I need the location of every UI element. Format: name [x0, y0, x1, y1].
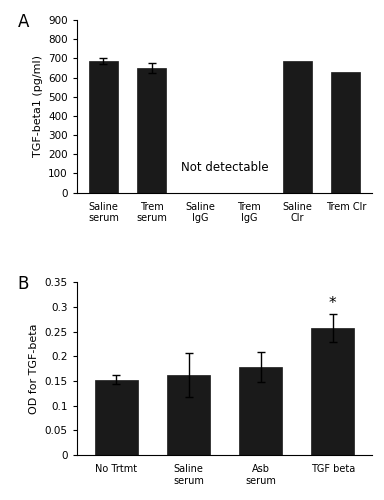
Bar — [89, 61, 118, 192]
Bar — [283, 61, 312, 192]
Bar — [311, 328, 354, 455]
Bar — [331, 72, 360, 192]
Text: *: * — [329, 296, 337, 311]
Text: Not detectable: Not detectable — [181, 161, 268, 174]
Text: B: B — [18, 276, 29, 293]
Y-axis label: TGF-beta1 (pg/ml): TGF-beta1 (pg/ml) — [33, 56, 43, 158]
Text: A: A — [18, 13, 29, 31]
Bar — [137, 68, 167, 192]
Y-axis label: OD for TGF-beta: OD for TGF-beta — [29, 324, 39, 414]
Bar — [239, 367, 282, 455]
Bar — [167, 375, 210, 455]
Bar — [95, 380, 138, 455]
